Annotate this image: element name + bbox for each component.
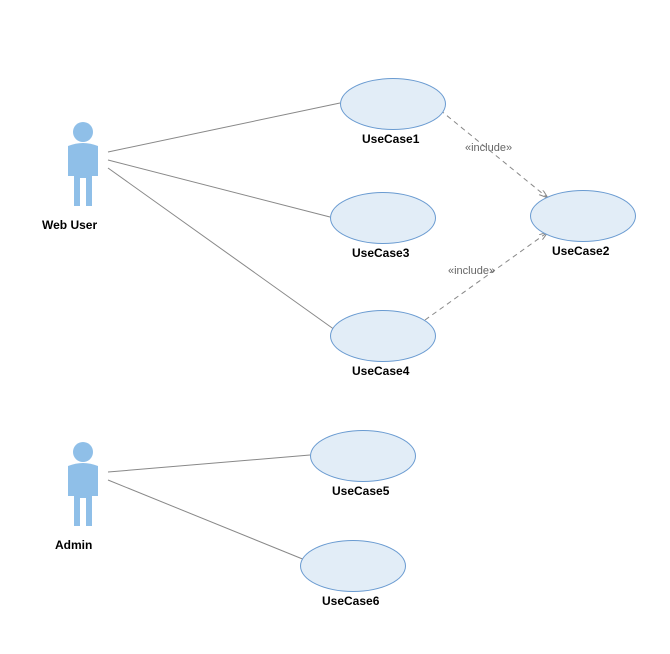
edge-webuser-uc1 (108, 103, 340, 152)
usecase-1-label: UseCase1 (362, 132, 419, 146)
usecase-6 (300, 540, 406, 592)
usecase-4 (330, 310, 436, 362)
usecase-2 (530, 190, 636, 242)
actor-admin-label: Admin (55, 538, 92, 552)
usecase-1 (340, 78, 446, 130)
usecase-2-label: UseCase2 (552, 244, 609, 258)
edge-uc1-uc2-include (440, 110, 548, 198)
include-label-2: «include» (448, 265, 495, 277)
usecase-5 (310, 430, 416, 482)
usecase-3-label: UseCase3 (352, 246, 409, 260)
person-icon (60, 120, 106, 210)
usecase-3 (330, 192, 436, 244)
edge-admin-uc6 (108, 480, 305, 560)
person-icon (60, 440, 106, 530)
usecase-6-label: UseCase6 (322, 594, 379, 608)
diagram-canvas: Web User Admin UseCase1 UseCase3 UseCase… (0, 0, 670, 654)
edge-webuser-uc3 (108, 160, 330, 217)
edge-webuser-uc4 (108, 168, 335, 330)
actor-web-user-label: Web User (42, 218, 97, 232)
actor-web-user (60, 120, 106, 215)
edge-admin-uc5 (108, 455, 310, 472)
actor-admin (60, 440, 106, 535)
usecase-5-label: UseCase5 (332, 484, 389, 498)
include-label-1: «include» (465, 142, 512, 154)
usecase-4-label: UseCase4 (352, 364, 409, 378)
